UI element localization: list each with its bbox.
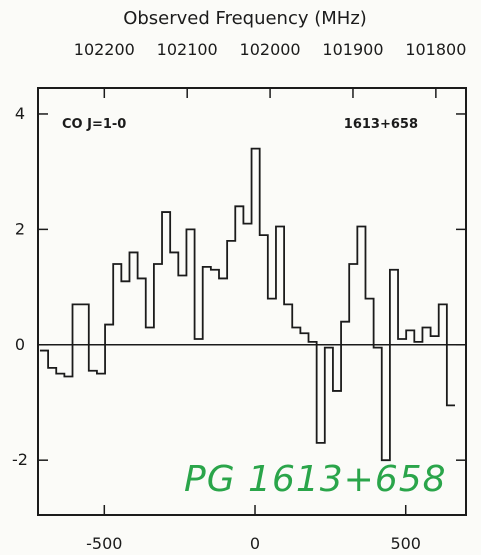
left-tick-label: -2 xyxy=(12,450,28,469)
plot-frame xyxy=(37,87,467,516)
left-tick-label: 4 xyxy=(15,104,25,123)
handwritten-source-label: PG 1613+658 xyxy=(184,459,447,500)
bottom-tick-label: 0 xyxy=(250,534,260,553)
top-axis-ticks: 102200 102100 102000 101900 101800 xyxy=(74,40,466,98)
top-tick-label: 102200 xyxy=(74,40,135,59)
bottom-axis-ticks: -500 0 500 xyxy=(86,505,421,553)
left-axis-ticks: 4 2 0 -2 xyxy=(12,104,466,469)
top-tick-label: 102000 xyxy=(240,40,301,59)
chart-title: Observed Frequency (MHz) xyxy=(123,8,367,29)
line-label: CO J=1-0 xyxy=(62,117,126,132)
bottom-tick-label: -500 xyxy=(86,534,122,553)
source-label: 1613+658 xyxy=(344,117,418,132)
top-tick-label: 101800 xyxy=(405,40,466,59)
bottom-tick-label: 500 xyxy=(390,534,421,553)
spectrum-step-line xyxy=(39,147,455,462)
left-tick-label: 2 xyxy=(15,219,25,238)
top-tick-label: 102100 xyxy=(157,40,218,59)
left-tick-label: 0 xyxy=(15,335,25,354)
top-tick-label: 101900 xyxy=(322,40,383,59)
